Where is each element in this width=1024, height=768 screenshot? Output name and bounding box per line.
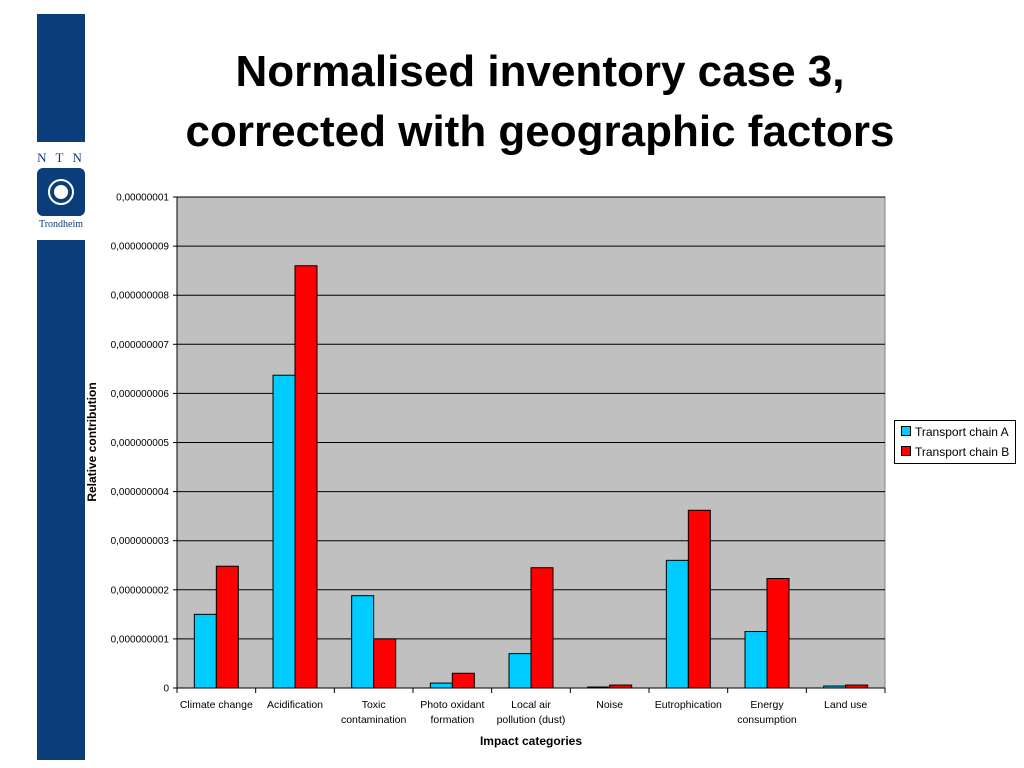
bars	[193, 265, 869, 689]
y-tick-label: 0,000000002	[111, 585, 170, 596]
x-axis-label: Impact categories	[480, 734, 582, 748]
bar-series-b	[294, 265, 318, 689]
legend: Transport chain A Transport chain B	[894, 420, 1016, 464]
y-tick-label: 0	[163, 684, 169, 695]
bar-series-b	[215, 565, 239, 689]
bar-series-b	[530, 567, 554, 689]
bar-series-b	[687, 509, 711, 689]
y-tick-label: 0,000000004	[111, 487, 170, 498]
bar-series-b	[451, 672, 475, 689]
brand-bar-bottom	[37, 240, 85, 760]
slide-title: Normalised inventory case 3, corrected w…	[185, 47, 895, 156]
ntnu-logo-icon	[37, 168, 85, 216]
x-tick-label: Local air	[511, 699, 551, 711]
x-tick-label: Photo oxidant	[420, 699, 484, 711]
bar-series-b	[373, 638, 397, 689]
legend-swatch-a	[901, 426, 911, 436]
legend-item-series-a: Transport chain A	[901, 424, 1009, 440]
bar-series-a	[351, 595, 375, 689]
legend-label-b: Transport chain B	[915, 445, 1010, 459]
bar-series-a	[744, 631, 768, 689]
y-tick-label: 0,000000006	[111, 389, 170, 400]
brand-bar-top	[37, 14, 85, 142]
logo-circle-icon	[48, 179, 74, 205]
x-tick-label: consumption	[737, 714, 797, 726]
axes	[173, 196, 886, 693]
x-tick-label: contamination	[341, 714, 407, 726]
x-tick-label: Climate change	[180, 699, 253, 711]
legend-swatch-b	[901, 446, 911, 456]
legend-item-series-b: Transport chain B	[901, 444, 1009, 460]
y-tick-label: 0,000000009	[111, 242, 170, 253]
x-tick-label: Noise	[596, 699, 623, 711]
x-tick-labels: Climate change Acidification Toxic contamin…	[180, 699, 868, 726]
x-tick-label: Toxic	[362, 699, 386, 711]
x-tick-label: pollution (dust)	[497, 714, 566, 726]
bar-series-a	[429, 682, 453, 689]
bar-series-a	[272, 374, 296, 689]
y-tick-label: 0,000000005	[111, 438, 170, 449]
y-tick-label: 0,000000008	[111, 291, 170, 302]
y-tick-label: 0,000000001	[111, 634, 170, 645]
logo-subtext: Trondheim	[38, 219, 84, 230]
x-tick-label: formation	[430, 714, 474, 726]
bar-series-a	[665, 559, 689, 689]
y-tick-label: 0,000000007	[111, 340, 170, 351]
y-tick-labels: 0 0,000000001 0,000000002 0,000000003 0,0000…	[111, 193, 170, 695]
bar-series-a	[508, 653, 532, 689]
x-tick-label: Energy	[750, 699, 784, 711]
y-axis-label: Relative contribution	[85, 382, 99, 501]
y-tick-label: 0,00000001	[116, 193, 169, 204]
y-tick-label: 0,000000003	[111, 536, 170, 547]
bar-series-a	[193, 613, 217, 689]
legend-label-a: Transport chain A	[915, 425, 1009, 439]
x-tick-label: Eutrophication	[655, 699, 722, 711]
bar-series-b	[766, 578, 790, 689]
x-tick-label: Land use	[824, 699, 867, 711]
x-tick-label: Acidification	[267, 699, 323, 711]
